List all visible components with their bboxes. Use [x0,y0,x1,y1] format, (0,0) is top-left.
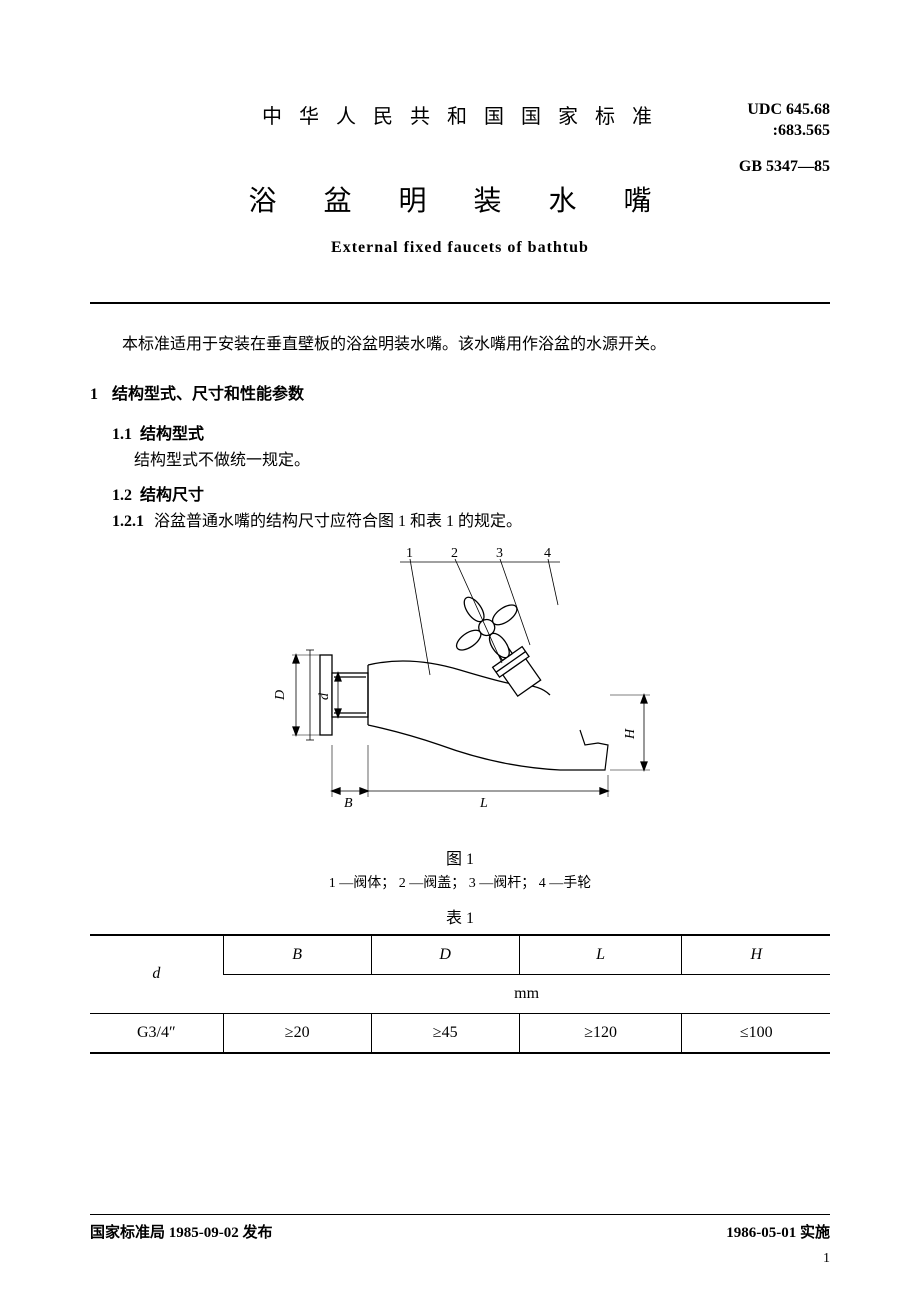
fig-label-d: d [317,692,332,700]
figure-caption: 图 1 [90,848,830,872]
footer-row: 国家标准局 1985-09-02 发布 1986-05-01 实施 [90,1221,830,1242]
section-1-1-title: 结构型式 [140,426,204,443]
faucet-diagram: 1 2 3 4 D d B L H [230,545,690,835]
country-standard: 中 华 人 民 共 和 国 国 家 标 准 [90,100,830,129]
cell-B: ≥20 [223,1013,371,1053]
title-en: External fixed faucets of bathtub [90,239,830,257]
section-1-2-1: 1.2.1 浴盆普通水嘴的结构尺寸应符合图 1 和表 1 的规定。 [112,509,830,535]
footer-left: 国家标准局 1985-09-02 发布 [90,1221,273,1242]
table-header-row: d B D L H [90,935,830,975]
figure-1: 1 2 3 4 D d B L H 图 1 1 —阀体； 2 —阀盖； 3 —阀… [90,545,830,892]
cell-D: ≥45 [371,1013,519,1053]
section-1-num: 1 [90,386,98,404]
fig-label-3: 3 [496,546,503,561]
col-H: H [682,935,830,975]
section-1-1-num: 1.1 [112,426,132,443]
cell-L: ≥120 [519,1013,682,1053]
fig-label-2: 2 [451,546,458,561]
section-1-2-heading: 1.2 结构尺寸 [112,481,830,505]
section-1-2-1-num: 1.2.1 [112,513,144,530]
col-D: D [371,935,519,975]
fig-label-D: D [273,690,288,701]
col-L: L [519,935,682,975]
header-block: UDC 645.68 :683.565 GB 5347—85 中 华 人 民 共… [90,100,830,257]
section-1-1-body: 结构型式不做统一规定。 [134,448,830,474]
section-1-title: 结构型式、尺寸和性能参数 [112,386,304,403]
section-1-heading: 1 结构型式、尺寸和性能参数 [90,380,830,404]
gb-code: GB 5347—85 [739,158,830,176]
unit-cell: mm [223,974,830,1013]
udc-block: UDC 645.68 :683.565 [747,100,830,142]
fig-label-H: H [623,728,638,740]
udc-line1: UDC 645.68 [747,100,830,121]
page-number: 1 [823,1251,830,1267]
table-caption: 表 1 [90,904,830,928]
intro-paragraph: 本标准适用于安装在垂直壁板的浴盆明装水嘴。该水嘴用作浴盆的水源开关。 [90,332,830,358]
cell-d: G3/4″ [90,1013,223,1053]
footer-right: 1986-05-01 实施 [726,1221,830,1242]
table-row: G3/4″ ≥20 ≥45 ≥120 ≤100 [90,1013,830,1053]
fig-label-B: B [344,796,353,811]
title-cn: 浴 盆 明 装 水 嘴 [90,179,830,219]
fig-label-L: L [479,796,488,811]
section-1-2-num: 1.2 [112,487,132,504]
section-1-1-heading: 1.1 结构型式 [112,420,830,444]
figure-subcaption: 1 —阀体； 2 —阀盖； 3 —阀杆； 4 —手轮 [90,872,830,892]
udc-line2: :683.565 [747,121,830,142]
cell-H: ≤100 [682,1013,830,1053]
col-d: d [90,935,223,1014]
footer: 国家标准局 1985-09-02 发布 1986-05-01 实施 [90,1214,830,1242]
fig-label-1: 1 [406,546,413,561]
section-1-2-1-body: 浴盆普通水嘴的结构尺寸应符合图 1 和表 1 的规定。 [154,513,522,530]
divider-top [90,302,830,304]
col-B: B [223,935,371,975]
section-1-2-title: 结构尺寸 [140,487,204,504]
divider-bottom [90,1214,830,1215]
dimension-table: d B D L H mm G3/4″ ≥20 ≥45 ≥120 ≤100 [90,934,830,1054]
fig-label-4: 4 [544,546,551,561]
header-center: 中 华 人 民 共 和 国 国 家 标 准 浴 盆 明 装 水 嘴 Extern… [90,100,830,257]
